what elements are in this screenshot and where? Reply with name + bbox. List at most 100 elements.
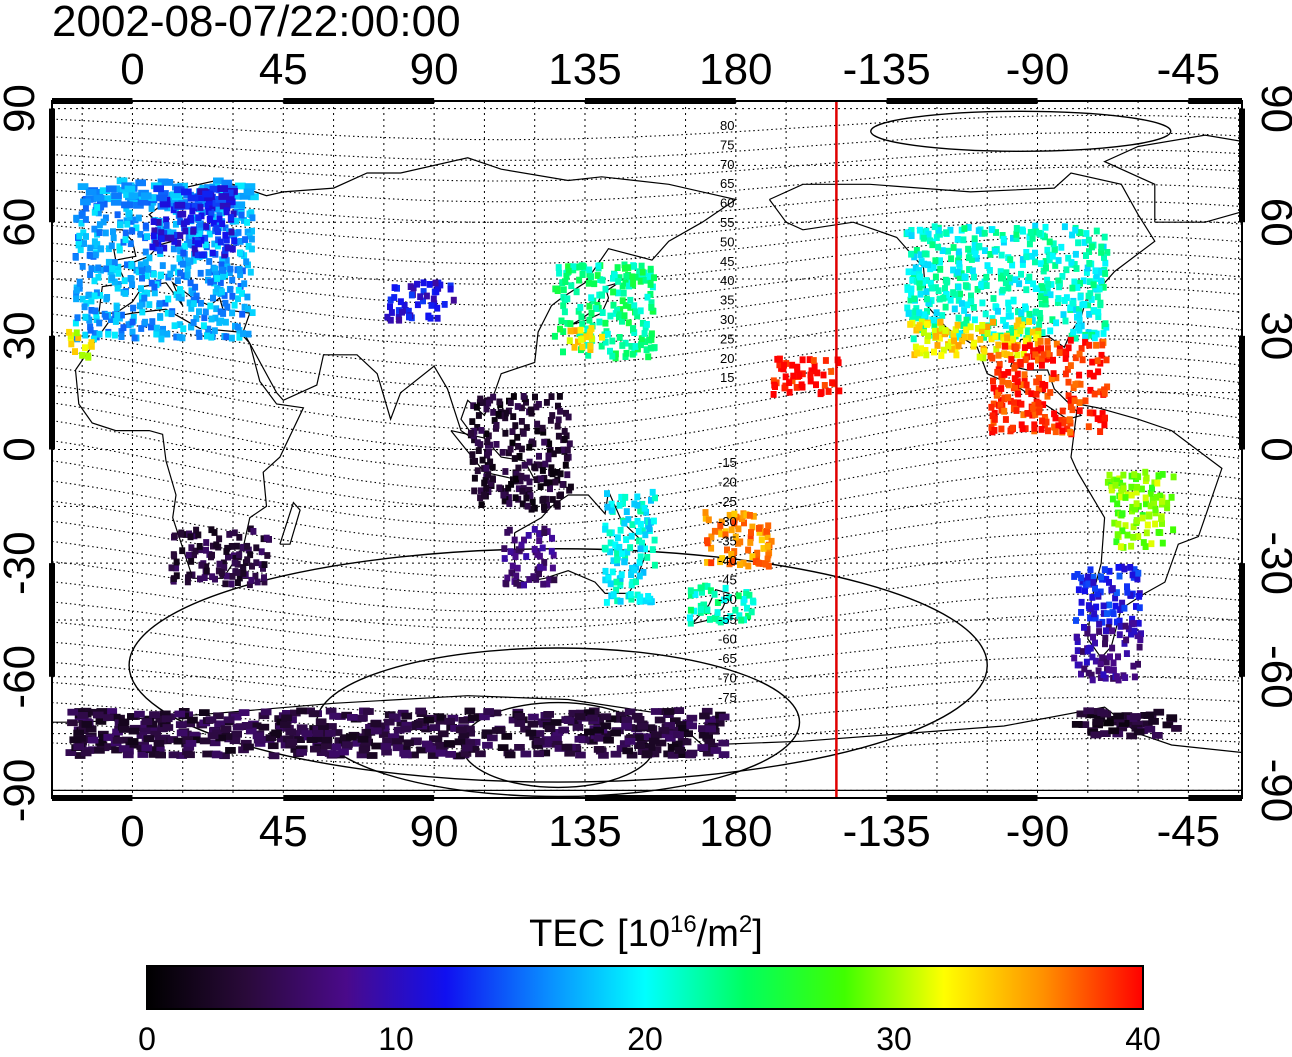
tec-cell: [549, 534, 555, 542]
tec-cell: [575, 709, 587, 717]
tec-cell: [995, 389, 1002, 397]
tec-cell: [159, 329, 166, 337]
tec-cell: [235, 229, 242, 236]
tec-cell: [1053, 374, 1060, 382]
tec-cell: [627, 591, 634, 598]
tec-cell: [410, 738, 422, 746]
tec-cell: [977, 336, 984, 343]
tec-cell: [229, 276, 236, 284]
tec-cell: [1078, 670, 1084, 678]
tec-cell: [1052, 414, 1059, 422]
tec-cell: [1129, 615, 1136, 623]
tec-cell: [966, 266, 973, 273]
tec-cell: [563, 409, 569, 417]
tec-cell: [576, 276, 583, 284]
tec-cell: [780, 365, 787, 373]
colorbar: TEC [1016/m2] 0 10 20 30 40: [138, 911, 1161, 1057]
tec-cell: [617, 575, 624, 582]
tec-cell: [286, 738, 298, 746]
tec-cell: [1088, 243, 1095, 251]
tec-cell: [83, 233, 89, 240]
tec-cell: [793, 384, 800, 391]
tec-cell: [296, 748, 307, 756]
tec-cell: [221, 179, 233, 187]
tec-cell: [967, 333, 974, 341]
tec-cell: [82, 344, 88, 352]
tec-cell: [704, 559, 711, 566]
tec-cell: [776, 361, 783, 369]
tec-cell: [209, 185, 221, 193]
tec-cell: [338, 748, 349, 756]
tec-cell: [536, 530, 543, 538]
tec-cell: [760, 545, 767, 552]
tec-cell: [563, 717, 575, 724]
tec-cell: [1113, 712, 1124, 720]
tec-cell: [559, 279, 566, 286]
tec-cell: [706, 616, 713, 623]
x-tick-label-top: -45: [1157, 45, 1221, 94]
tec-cell: [205, 198, 217, 206]
tec-cell: [610, 288, 617, 296]
tec-cell: [1013, 235, 1020, 242]
tec-cell: [1124, 583, 1130, 591]
tec-cell: [1101, 390, 1108, 397]
tec-cell: [139, 308, 146, 316]
tec-cell: [331, 729, 343, 736]
tec-cell: [192, 547, 199, 555]
tec-cell: [260, 535, 267, 543]
tec-cell: [562, 278, 569, 286]
tec-cell: [213, 305, 220, 313]
frame-bar-ticks: [49, 98, 1245, 801]
tec-cell: [1112, 481, 1119, 489]
tec-cell: [828, 368, 835, 375]
tec-cell: [1098, 249, 1105, 256]
tec-cell: [244, 228, 251, 236]
tec-cell: [539, 467, 546, 474]
coastline: [74, 308, 305, 579]
tec-cell: [184, 271, 191, 279]
magnetic-latitude-line: [52, 676, 1242, 716]
tec-cell: [74, 752, 86, 759]
tec-cell: [1076, 710, 1088, 718]
tec-cell: [962, 321, 969, 328]
tec-cell: [997, 401, 1004, 409]
tec-cell: [423, 716, 435, 724]
tec-cell: [678, 725, 689, 732]
tec-cell: [229, 245, 236, 253]
tec-cell: [638, 335, 645, 343]
tec-cell: [228, 228, 235, 236]
tec-cell: [565, 413, 572, 421]
tec-cell: [578, 336, 585, 343]
colorbar-tick-label: 10: [378, 1021, 414, 1057]
tec-cell: [521, 461, 528, 469]
tec-cell: [110, 234, 117, 242]
tec-cell: [973, 255, 980, 262]
tec-cell: [240, 570, 247, 577]
tec-cell: [1155, 472, 1162, 480]
tec-cell: [650, 708, 662, 715]
tec-cell: [212, 265, 219, 273]
tec-cell: [629, 578, 636, 586]
tec-cell: [518, 472, 525, 480]
tec-cell: [88, 297, 95, 305]
tec-cell: [744, 604, 750, 612]
tec-cell: [460, 750, 472, 757]
tec-cell: [988, 226, 995, 233]
tec-cell: [561, 436, 568, 443]
tec-cell: [1071, 721, 1083, 728]
tec-cell: [415, 707, 426, 715]
tec-cell: [1075, 239, 1082, 247]
tec-cell: [1037, 260, 1044, 267]
tec-cell: [608, 500, 615, 508]
tec-cell: [509, 428, 516, 435]
tec-cell: [617, 306, 624, 313]
tec-cell: [171, 238, 178, 245]
tec-cell: [567, 327, 574, 335]
tec-cell: [253, 559, 260, 567]
tec-cell: [555, 416, 562, 424]
tec-cell: [1020, 227, 1026, 235]
tec-cell: [72, 253, 79, 261]
tec-cell: [87, 271, 94, 278]
tec-cell: [577, 304, 584, 311]
tec-cell: [622, 302, 629, 309]
